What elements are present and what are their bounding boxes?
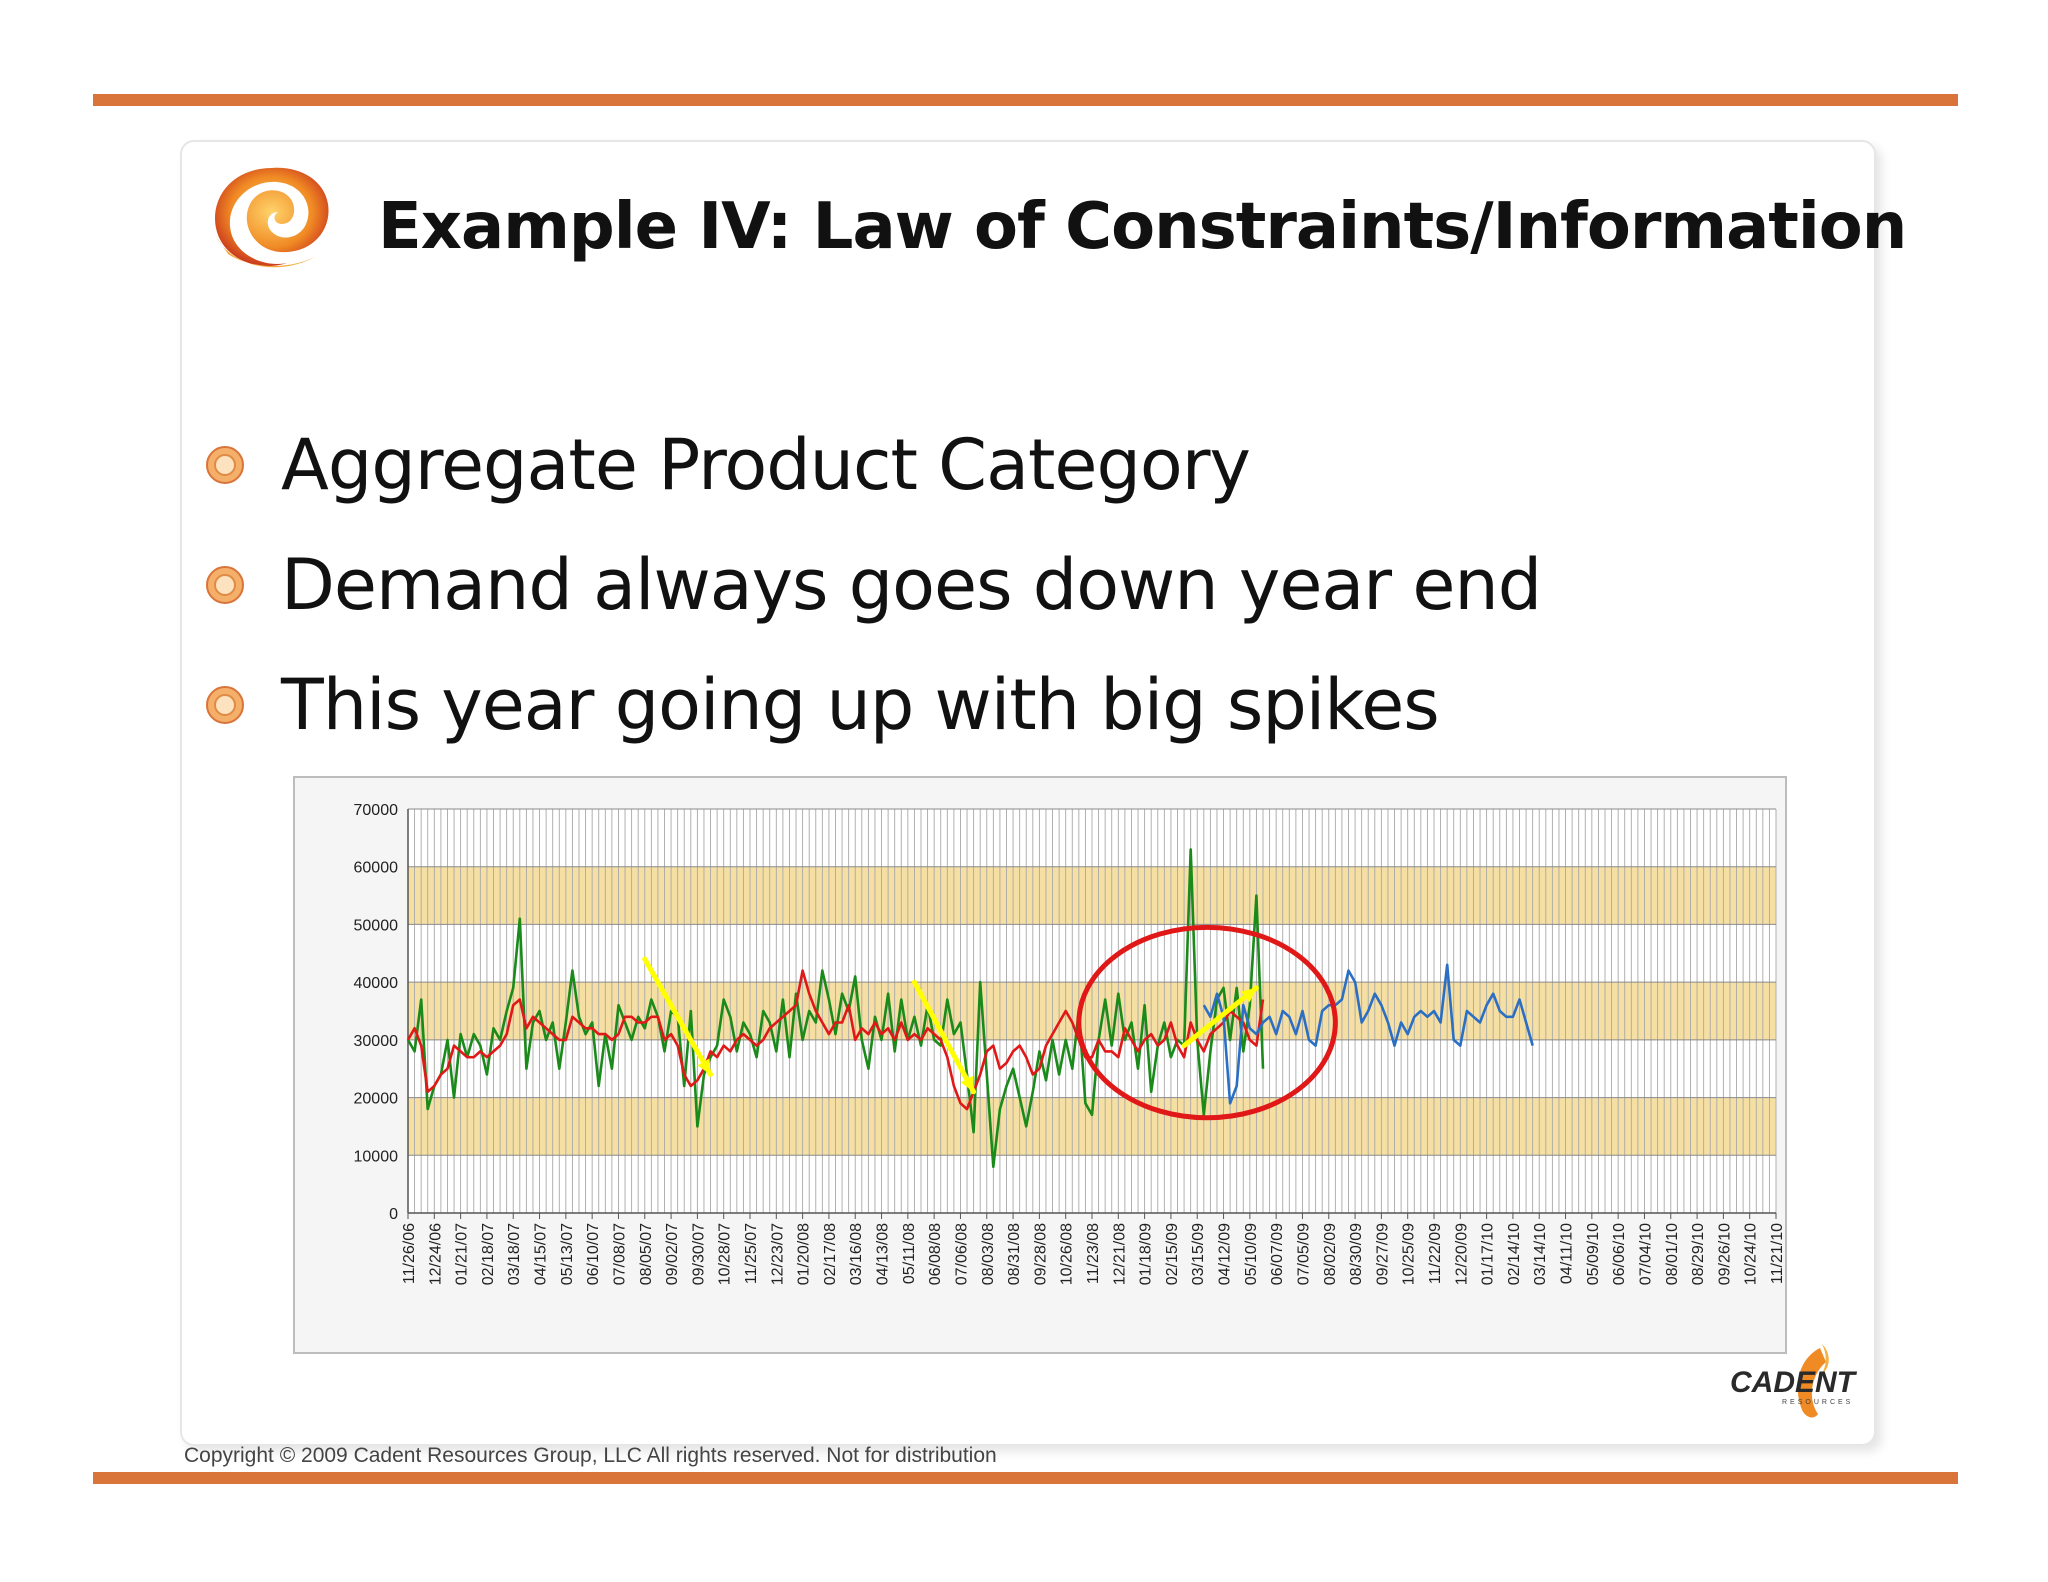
y-tick-label: 0	[389, 1206, 398, 1223]
x-tick-label: 06/07/09	[1269, 1223, 1286, 1285]
x-tick-label: 09/27/09	[1374, 1223, 1391, 1285]
x-tick-label: 12/24/06	[427, 1223, 444, 1285]
yellow-arrowhead	[1240, 987, 1257, 1003]
x-tick-label: 09/02/07	[664, 1223, 681, 1285]
x-tick-label: 04/11/10	[1559, 1223, 1576, 1284]
bullet-orb-icon	[206, 566, 244, 604]
x-tick-label: 11/26/06	[401, 1223, 418, 1284]
x-tick-label: 08/02/09	[1322, 1223, 1339, 1285]
x-tick-label: 08/05/07	[638, 1223, 655, 1285]
brand-subtext: RESOURCES	[1782, 1399, 1853, 1406]
x-tick-label: 12/23/07	[769, 1223, 786, 1285]
x-tick-label: 05/10/09	[1243, 1223, 1260, 1285]
red-series-line	[406, 969, 1265, 1111]
x-tick-label: 02/18/07	[480, 1223, 497, 1285]
y-tick-label: 10000	[354, 1148, 399, 1165]
y-tick-label: 40000	[354, 975, 399, 992]
x-tick-label: 07/06/08	[953, 1223, 970, 1285]
x-tick-label: 06/06/10	[1611, 1223, 1628, 1285]
x-tick-label: 03/16/08	[848, 1223, 865, 1285]
x-tick-label: 10/28/07	[717, 1223, 734, 1285]
x-tick-label: 11/22/09	[1427, 1223, 1444, 1284]
x-tick-label: 01/18/09	[1138, 1223, 1155, 1285]
x-tick-label: 09/30/07	[690, 1223, 707, 1285]
x-tick-label: 05/09/10	[1585, 1223, 1602, 1285]
x-tick-label: 08/29/10	[1690, 1223, 1707, 1285]
y-tick-label: 50000	[354, 917, 399, 934]
yellow-arrowhead	[960, 1075, 974, 1092]
blue-series-line	[1202, 963, 1534, 1105]
x-tick-label: 07/08/07	[611, 1223, 628, 1285]
x-tick-label: 08/30/09	[1348, 1223, 1365, 1285]
x-tick-label: 01/17/10	[1480, 1223, 1497, 1285]
x-tick-label: 10/24/10	[1743, 1223, 1760, 1285]
x-tick-label: 09/26/10	[1716, 1223, 1733, 1285]
bullet-text: Aggregate Product Category	[281, 424, 1251, 506]
top-rule	[93, 94, 1958, 106]
x-tick-label: 04/13/08	[875, 1223, 892, 1285]
x-tick-label: 06/10/07	[585, 1223, 602, 1285]
x-tick-label: 09/28/08	[1032, 1223, 1049, 1285]
green-series-line	[406, 848, 1265, 1169]
bottom-rule	[93, 1472, 1958, 1484]
y-tick-label: 60000	[354, 860, 399, 877]
swirl-logo-icon	[215, 167, 329, 268]
x-tick-label: 07/05/09	[1295, 1223, 1312, 1285]
x-tick-label: 02/15/09	[1164, 1223, 1181, 1285]
x-tick-label: 07/04/10	[1637, 1223, 1654, 1285]
y-tick-label: 30000	[354, 1033, 399, 1050]
cadent-resources-logo-icon: CADENT RESOURCES	[1730, 1344, 1858, 1418]
x-tick-label: 04/12/09	[1217, 1223, 1234, 1285]
x-tick-label: 01/21/07	[454, 1223, 471, 1285]
brand-wordmark: CADENT	[1730, 1366, 1858, 1399]
x-tick-label: 10/25/09	[1401, 1223, 1418, 1285]
x-tick-label: 02/17/08	[822, 1223, 839, 1285]
red-highlight-circle	[1076, 924, 1338, 1121]
x-tick-label: 05/11/08	[901, 1223, 918, 1284]
yellow-arrowhead	[697, 1058, 711, 1075]
x-tick-label: 08/01/10	[1664, 1223, 1681, 1285]
x-tick-label: 01/20/08	[796, 1223, 813, 1285]
yellow-arrow	[911, 979, 977, 1095]
bullet-list: Aggregate Product Category Demand always…	[205, 405, 1542, 765]
bullet-item: Demand always goes down year end	[205, 525, 1542, 645]
x-tick-label: 11/23/08	[1085, 1223, 1102, 1284]
x-tick-label: 03/14/10	[1532, 1223, 1549, 1285]
x-tick-label: 10/26/08	[1059, 1223, 1076, 1285]
bullet-text: This year going up with big spikes	[281, 664, 1440, 746]
demand-line-chart: 0 10000 20000 30000 40000 50000 60000 70000 11/…	[293, 776, 1787, 1354]
bullet-text: Demand always goes down year end	[281, 544, 1542, 626]
yellow-arrow	[1181, 985, 1259, 1049]
x-tick-label: 11/25/07	[743, 1223, 760, 1284]
x-tick-label: 05/13/07	[559, 1223, 576, 1285]
x-tick-label: 12/20/09	[1453, 1223, 1470, 1285]
bullet-item: This year going up with big spikes	[205, 645, 1541, 765]
bullet-orb-icon	[206, 446, 244, 484]
bullet-item: Aggregate Product Category	[205, 405, 1541, 525]
x-tick-label: 08/03/08	[980, 1223, 997, 1285]
copyright-notice: Copyright © 2009 Cadent Resources Group,…	[184, 1444, 997, 1467]
x-tick-label: 03/18/07	[506, 1223, 523, 1285]
x-tick-label: 12/21/08	[1111, 1223, 1128, 1285]
y-tick-label: 70000	[354, 802, 399, 819]
x-tick-label: 08/31/08	[1006, 1223, 1023, 1285]
y-tick-label: 20000	[354, 1091, 399, 1108]
bullet-orb-icon	[206, 686, 244, 724]
x-tick-label: 02/14/10	[1506, 1223, 1523, 1285]
yellow-arrow	[642, 956, 714, 1077]
slide-title: Example IV: Law of Constraints/Informati…	[378, 190, 1907, 264]
x-tick-label: 03/15/09	[1190, 1223, 1207, 1285]
x-tick-label: 06/08/08	[927, 1223, 944, 1285]
x-tick-label: 04/15/07	[533, 1223, 550, 1285]
x-tick-label: 11/21/10	[1769, 1223, 1786, 1284]
